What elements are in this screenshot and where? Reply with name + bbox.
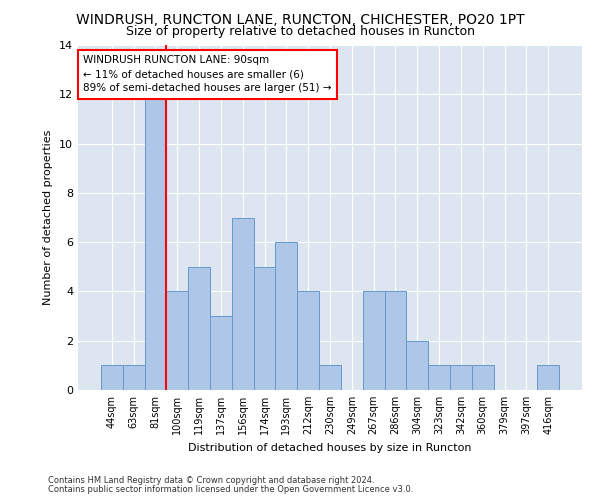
Bar xyxy=(319,366,341,390)
Bar xyxy=(232,218,254,390)
Text: Contains public sector information licensed under the Open Government Licence v3: Contains public sector information licen… xyxy=(48,485,413,494)
Bar xyxy=(166,292,188,390)
Text: WINDRUSH RUNCTON LANE: 90sqm
← 11% of detached houses are smaller (6)
89% of sem: WINDRUSH RUNCTON LANE: 90sqm ← 11% of de… xyxy=(83,56,332,94)
Bar xyxy=(450,366,472,390)
Bar xyxy=(472,366,494,390)
Y-axis label: Number of detached properties: Number of detached properties xyxy=(43,130,53,305)
Text: WINDRUSH, RUNCTON LANE, RUNCTON, CHICHESTER, PO20 1PT: WINDRUSH, RUNCTON LANE, RUNCTON, CHICHES… xyxy=(76,12,524,26)
Text: Size of property relative to detached houses in Runcton: Size of property relative to detached ho… xyxy=(125,25,475,38)
Bar xyxy=(428,366,450,390)
Bar xyxy=(101,366,123,390)
Bar xyxy=(188,267,210,390)
Bar xyxy=(145,94,166,390)
Bar xyxy=(123,366,145,390)
Bar xyxy=(406,340,428,390)
Bar xyxy=(363,292,385,390)
Bar xyxy=(275,242,297,390)
X-axis label: Distribution of detached houses by size in Runcton: Distribution of detached houses by size … xyxy=(188,442,472,452)
Bar xyxy=(537,366,559,390)
Bar xyxy=(297,292,319,390)
Text: Contains HM Land Registry data © Crown copyright and database right 2024.: Contains HM Land Registry data © Crown c… xyxy=(48,476,374,485)
Bar xyxy=(210,316,232,390)
Bar xyxy=(385,292,406,390)
Bar xyxy=(254,267,275,390)
